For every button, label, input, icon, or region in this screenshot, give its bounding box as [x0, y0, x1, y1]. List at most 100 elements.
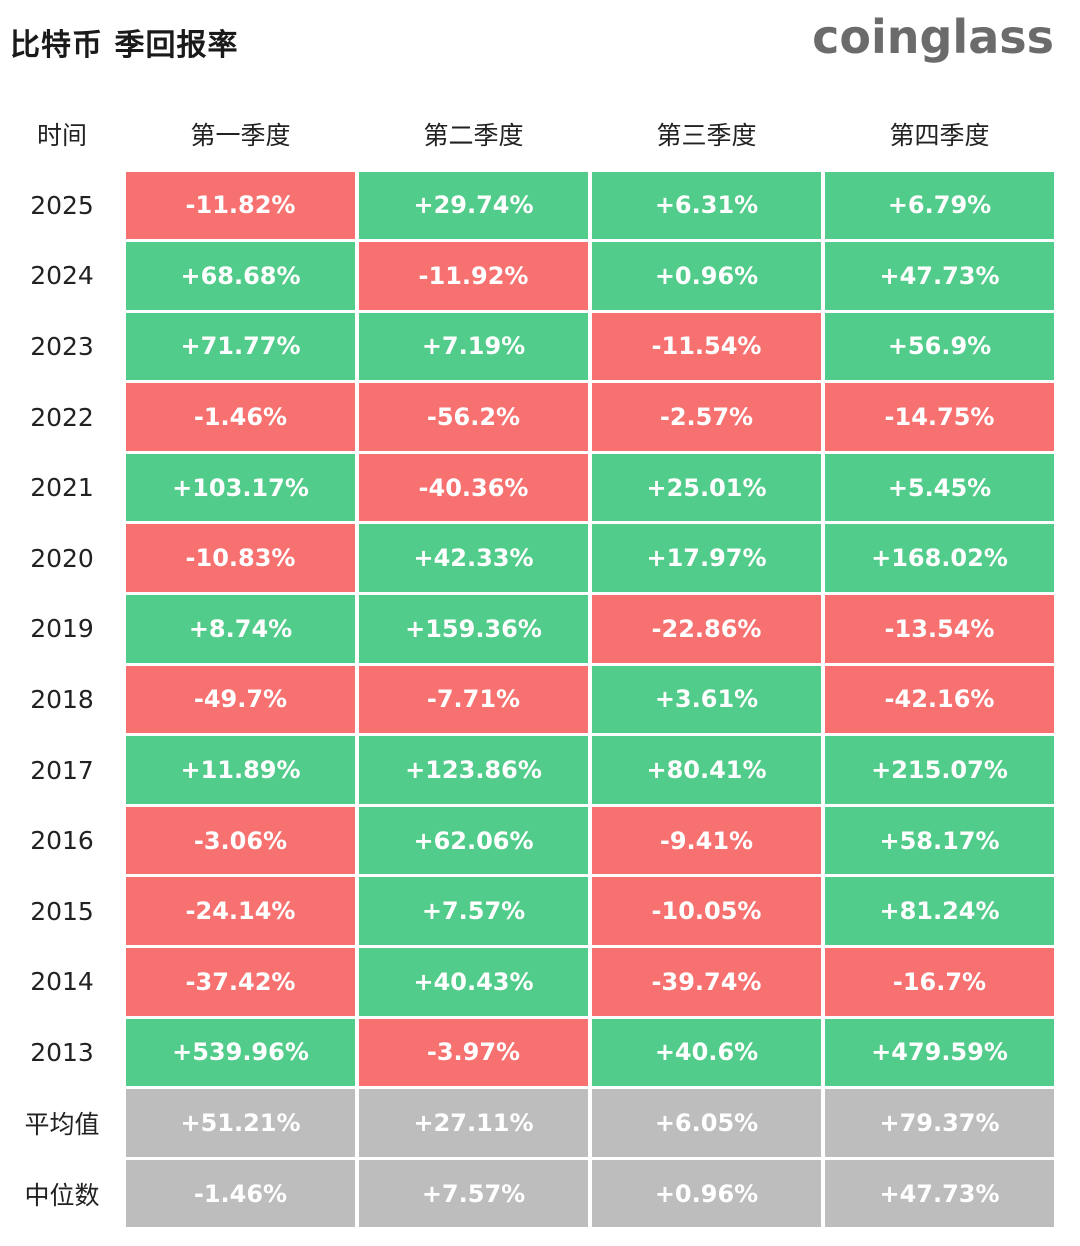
return-cell-q2: +7.57%: [359, 1159, 588, 1228]
table-row: 2024 +68.68% -11.92% +0.96% +47.73%: [0, 241, 1080, 312]
return-cell-q1: +11.89%: [126, 736, 355, 804]
return-cell-q1: +68.68%: [126, 242, 355, 310]
year-label: 2021: [30, 473, 94, 503]
return-cell-q3: +25.01%: [592, 453, 821, 522]
table-row: 2023 +71.77% +7.19% -11.54% +56.9%: [0, 311, 1080, 382]
table-body: 2025 -11.82% +29.74% +6.31% +6.79% 2024 +68.68…: [0, 170, 1080, 1229]
return-cell-q3: +40.6%: [592, 1018, 821, 1087]
return-cell-q1: -49.7%: [126, 665, 355, 734]
return-cell-q2: +123.86%: [359, 736, 588, 804]
return-cell-q1: -37.42%: [126, 948, 355, 1016]
return-cell-q4: +56.9%: [825, 312, 1054, 381]
return-cell-q4: +5.45%: [825, 453, 1054, 522]
year-label: 2019: [30, 614, 94, 644]
table-header-row: 时间 第一季度 第二季度 第三季度 第四季度: [0, 98, 1080, 170]
return-cell-q4: -13.54%: [825, 595, 1054, 663]
return-cell-q4: +47.73%: [825, 1159, 1054, 1228]
return-cell-q3: -22.86%: [592, 595, 821, 663]
return-cell-q1: +103.17%: [126, 453, 355, 522]
return-cell-q2: +159.36%: [359, 595, 588, 663]
return-cell-q4: -16.7%: [825, 948, 1054, 1016]
return-cell-q4: +47.73%: [825, 242, 1054, 310]
coinglass-logo: coinglass: [812, 10, 1054, 64]
return-cell-q2: +62.06%: [359, 806, 588, 875]
header-q2: 第二季度: [423, 121, 524, 150]
table-row: 2021 +103.17% -40.36% +25.01% +5.45%: [0, 452, 1080, 523]
return-cell-q3: -11.54%: [592, 312, 821, 381]
return-cell-q3: +17.97%: [592, 524, 821, 593]
return-cell-q1: -24.14%: [126, 877, 355, 946]
year-label: 2016: [30, 826, 94, 856]
return-cell-q1: -10.83%: [126, 524, 355, 593]
return-cell-q2: +42.33%: [359, 524, 588, 593]
stat-row: 平均值 +51.21% +27.11% +6.05% +79.37%: [0, 1088, 1080, 1159]
header-q4: 第四季度: [889, 121, 990, 150]
return-cell-q2: +7.57%: [359, 877, 588, 946]
return-cell-q4: +58.17%: [825, 806, 1054, 875]
return-cell-q3: -10.05%: [592, 877, 821, 946]
stat-row: 中位数 -1.46% +7.57% +0.96% +47.73%: [0, 1158, 1080, 1229]
header-q1: 第一季度: [190, 121, 291, 150]
return-cell-q1: -3.06%: [126, 806, 355, 875]
return-cell-q3: +6.05%: [592, 1089, 821, 1157]
return-cell-q2: +29.74%: [359, 171, 588, 240]
stat-label: 平均值: [24, 1110, 100, 1140]
table-row: 2015 -24.14% +7.57% -10.05% +81.24%: [0, 876, 1080, 947]
return-cell-q3: -2.57%: [592, 383, 821, 451]
return-cell-q1: -1.46%: [126, 383, 355, 451]
return-cell-q3: +0.96%: [592, 1159, 821, 1228]
return-cell-q3: -39.74%: [592, 948, 821, 1016]
return-cell-q3: +0.96%: [592, 242, 821, 310]
year-label: 2014: [30, 967, 94, 997]
table-row: 2019 +8.74% +159.36% -22.86% -13.54%: [0, 594, 1080, 665]
return-cell-q2: -3.97%: [359, 1018, 588, 1087]
table-row: 2017 +11.89% +123.86% +80.41% +215.07%: [0, 735, 1080, 806]
year-label: 2024: [30, 261, 94, 291]
table-row: 2016 -3.06% +62.06% -9.41% +58.17%: [0, 805, 1080, 876]
table-row: 2020 -10.83% +42.33% +17.97% +168.02%: [0, 523, 1080, 594]
return-cell-q2: -56.2%: [359, 383, 588, 451]
return-cell-q4: +479.59%: [825, 1018, 1054, 1087]
year-label: 2022: [30, 402, 94, 432]
return-cell-q4: +6.79%: [825, 171, 1054, 240]
return-cell-q4: -14.75%: [825, 383, 1054, 451]
return-cell-q4: +168.02%: [825, 524, 1054, 593]
return-cell-q3: +80.41%: [592, 736, 821, 804]
return-cell-q2: +40.43%: [359, 948, 588, 1016]
page-title: 比特币 季回报率: [10, 28, 239, 63]
year-label: 2018: [30, 684, 94, 714]
return-cell-q3: +6.31%: [592, 171, 821, 240]
return-cell-q2: +7.19%: [359, 312, 588, 381]
return-cell-q2: -11.92%: [359, 242, 588, 310]
year-label: 2025: [30, 190, 94, 220]
table-row: 2018 -49.7% -7.71% +3.61% -42.16%: [0, 664, 1080, 735]
return-cell-q4: +79.37%: [825, 1089, 1054, 1157]
year-label: 2020: [30, 543, 94, 573]
quarterly-returns-table: 时间 第一季度 第二季度 第三季度 第四季度 2025 -11.82% +29.74…: [0, 98, 1080, 1229]
return-cell-q1: +71.77%: [126, 312, 355, 381]
year-label: 2013: [30, 1037, 94, 1067]
table-row: 2013 +539.96% -3.97% +40.6% +479.59%: [0, 1017, 1080, 1088]
return-cell-q3: -9.41%: [592, 806, 821, 875]
return-cell-q4: +81.24%: [825, 877, 1054, 946]
year-label: 2023: [30, 331, 94, 361]
return-cell-q2: -7.71%: [359, 665, 588, 734]
table-row: 2025 -11.82% +29.74% +6.31% +6.79%: [0, 170, 1080, 241]
year-label: 2015: [30, 896, 94, 926]
return-cell-q4: +215.07%: [825, 736, 1054, 804]
return-cell-q2: -40.36%: [359, 453, 588, 522]
return-cell-q1: +51.21%: [126, 1089, 355, 1157]
year-label: 2017: [30, 755, 94, 785]
return-cell-q4: -42.16%: [825, 665, 1054, 734]
table-row: 2014 -37.42% +40.43% -39.74% -16.7%: [0, 947, 1080, 1018]
header-time: 时间: [36, 121, 87, 150]
return-cell-q2: +27.11%: [359, 1089, 588, 1157]
table-row: 2022 -1.46% -56.2% -2.57% -14.75%: [0, 382, 1080, 453]
return-cell-q1: +8.74%: [126, 595, 355, 663]
return-cell-q1: -1.46%: [126, 1159, 355, 1228]
return-cell-q1: -11.82%: [126, 171, 355, 240]
return-cell-q3: +3.61%: [592, 665, 821, 734]
return-cell-q1: +539.96%: [126, 1018, 355, 1087]
header-q3: 第三季度: [656, 121, 757, 150]
stat-label: 中位数: [24, 1180, 100, 1210]
